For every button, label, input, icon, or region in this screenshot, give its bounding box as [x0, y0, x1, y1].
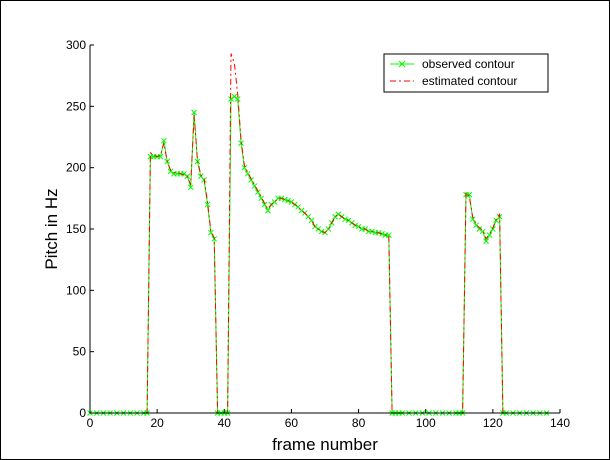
x-axis-label: frame number: [272, 435, 378, 454]
observed-point: [231, 93, 238, 100]
y-tick-label: 50: [73, 345, 87, 359]
x-tick-label: 100: [416, 416, 436, 430]
observed-point: [476, 226, 483, 232]
observed-point: [466, 191, 473, 198]
observed-point: [161, 137, 167, 144]
observed-point: [261, 201, 268, 208]
legend-box: [383, 53, 549, 93]
x-tick-label: 80: [352, 416, 366, 430]
x-tick-label: 140: [550, 416, 570, 430]
legend-observed-label: observed contour: [422, 57, 515, 71]
observed-point: [248, 177, 254, 183]
y-tick-label: 100: [66, 283, 86, 297]
observed-point: [265, 207, 271, 214]
legend-observed-marker: [398, 60, 406, 68]
observed-point: [167, 168, 174, 175]
observed-point: [379, 231, 385, 237]
y-axis-label: Pitch in Hz: [42, 188, 61, 269]
observed-point: [157, 153, 164, 160]
observed-point: [234, 96, 241, 102]
observed-point: [228, 96, 234, 102]
legend-estimated-label: estimated contour: [422, 74, 517, 88]
observed-point: [181, 170, 187, 177]
y-ticks: 0 50 100 150 200 250 300: [66, 38, 94, 420]
x-tick-label: 60: [285, 416, 299, 430]
y-tick-label: 150: [66, 222, 86, 236]
x-tick-label: 20: [150, 416, 164, 430]
observed-point: [255, 189, 261, 196]
observed-point: [281, 196, 288, 203]
observed-point: [385, 232, 392, 238]
observed-point: [318, 228, 325, 235]
x-tick-label: 120: [483, 416, 503, 430]
x-ticks: 0 20 40 60 80 100 120 140: [87, 409, 570, 430]
y-tick-label: 250: [66, 99, 86, 113]
observed-point: [204, 201, 211, 208]
observed-point: [469, 216, 476, 223]
observed-point: [187, 184, 194, 191]
observed-point: [241, 164, 248, 171]
y-tick-label: 200: [66, 161, 86, 175]
x-tick-label: 0: [87, 416, 94, 430]
observed-point: [483, 238, 489, 245]
legend: observed contour estimated contour: [383, 53, 549, 93]
y-tick-label: 0: [79, 406, 86, 420]
observed-point: [191, 109, 197, 116]
y-tick-label: 300: [66, 38, 86, 52]
x-tick-label: 40: [218, 416, 232, 430]
observed-point: [325, 226, 332, 232]
observed-point: [490, 226, 496, 232]
